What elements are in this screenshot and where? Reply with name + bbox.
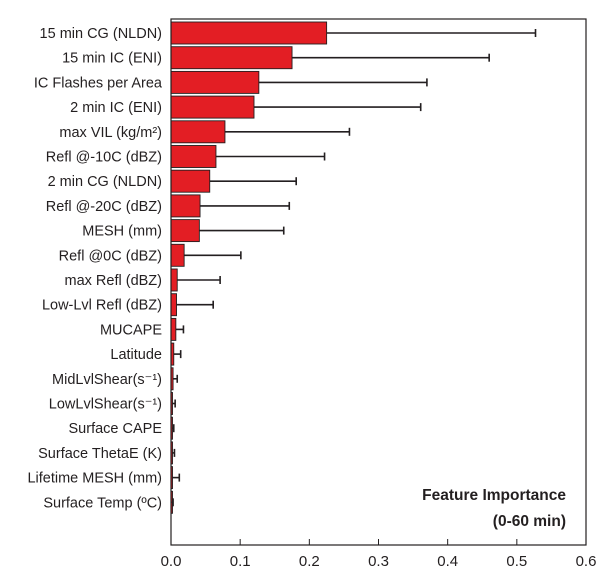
category-label: 2 min CG (NLDN): [48, 174, 162, 190]
category-label: Lifetime MESH (mm): [27, 471, 162, 487]
bar: [170, 46, 293, 70]
bar: [170, 120, 226, 144]
category-label: 15 min CG (NLDN): [40, 26, 162, 42]
bar: [170, 145, 217, 168]
category-label: Low-Lvl Refl (dBZ): [42, 298, 162, 314]
category-label: Latitude: [110, 347, 162, 363]
category-label: Surface Temp (ºC): [43, 495, 162, 511]
bar: [170, 317, 177, 341]
annotation-subtitle: (0-60 min): [493, 513, 566, 530]
x-tick-label: 0.2: [299, 553, 320, 570]
bar: [170, 169, 211, 193]
category-label: MUCAPE: [100, 322, 162, 338]
category-label: 2 min IC (ENI): [70, 100, 162, 116]
x-tick-label: 0.3: [368, 553, 389, 570]
x-axis-ticks: 0.0 0.1 0.2 0.3 0.4 0.5 0.6: [161, 539, 597, 570]
category-label: Refl @-20C (dBZ): [46, 199, 162, 215]
bar: [170, 243, 185, 267]
category-label: Surface CAPE: [69, 421, 163, 437]
category-label: IC Flashes per Area: [34, 75, 163, 91]
category-label: Surface ThetaE (K): [38, 446, 162, 462]
category-label: MidLvlShear(s⁻¹): [52, 372, 162, 388]
category-label: max Refl (dBZ): [65, 273, 163, 289]
category-labels: 15 min CG (NLDN) 15 min IC (ENI) IC Flashe…: [27, 26, 162, 511]
annotation-title: Feature Importance: [422, 487, 566, 504]
bar: [170, 95, 255, 119]
x-tick-label: 0.0: [161, 553, 182, 570]
bar: [170, 293, 177, 317]
category-label: MESH (mm): [82, 224, 162, 240]
error-bars: [171, 29, 537, 507]
bar: [170, 21, 328, 45]
category-label: Refl @0C (dBZ): [59, 248, 162, 264]
category-label: 15 min IC (ENI): [62, 51, 162, 67]
bar: [170, 70, 260, 94]
bar: [170, 194, 201, 218]
x-tick-label: 0.6: [576, 553, 597, 570]
x-tick-label: 0.5: [506, 553, 527, 570]
category-label: LowLvlShear(s⁻¹): [49, 397, 162, 413]
category-label: Refl @-10C (dBZ): [46, 150, 162, 166]
category-label: max VIL (kg/m²): [59, 125, 162, 141]
x-tick-label: 0.1: [230, 553, 251, 570]
bar: [170, 268, 178, 292]
x-tick-label: 0.4: [437, 553, 458, 570]
plot-frame: [170, 18, 587, 546]
bar: [170, 219, 200, 243]
bars: [170, 21, 328, 514]
